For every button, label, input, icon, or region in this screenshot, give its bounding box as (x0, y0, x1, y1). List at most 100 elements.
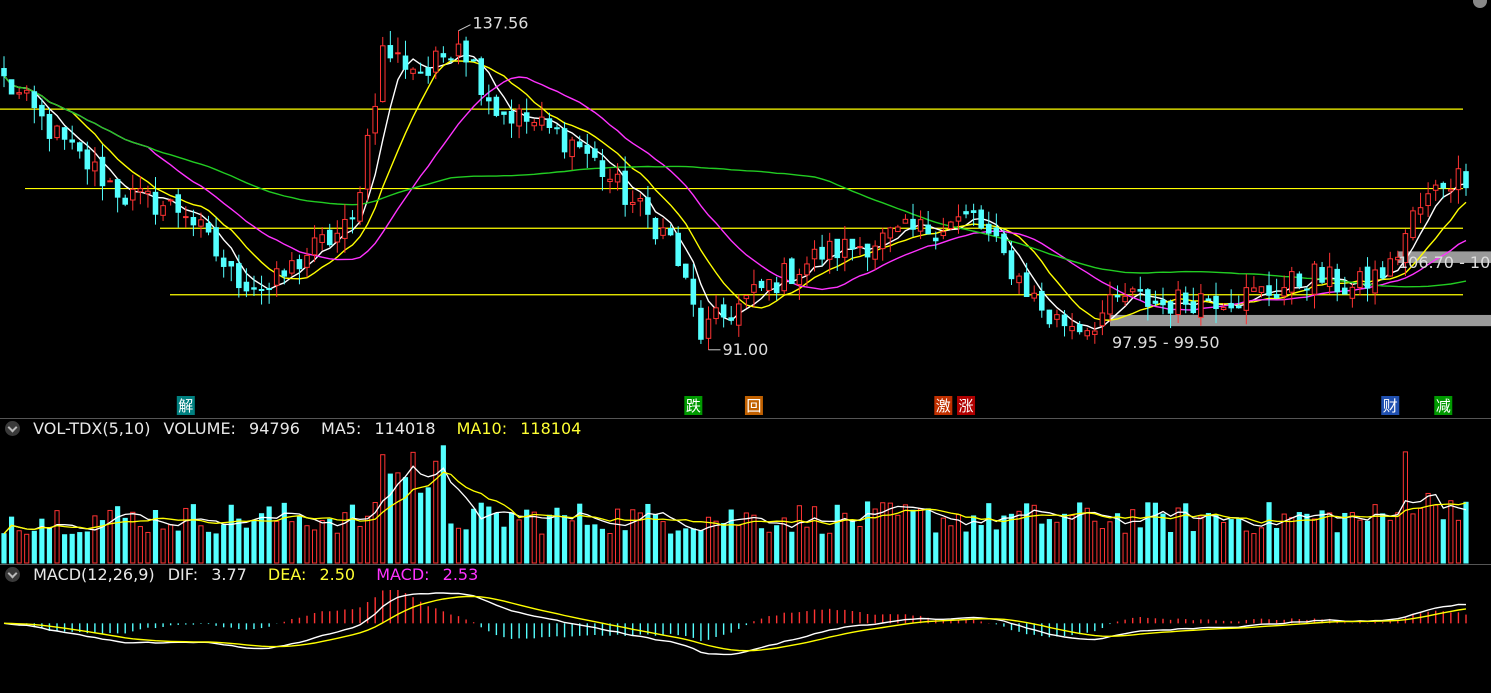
volume-bar[interactable] (645, 503, 651, 564)
volume-bar[interactable] (1046, 519, 1052, 564)
volume-bar[interactable] (819, 533, 825, 564)
candle[interactable] (713, 307, 719, 320)
volume-bar[interactable] (743, 512, 749, 564)
volume-bar[interactable] (630, 509, 636, 564)
volume-bar[interactable] (1311, 518, 1318, 564)
candle[interactable] (1288, 271, 1295, 293)
volume-bar[interactable] (690, 528, 696, 564)
candle[interactable] (1425, 193, 1431, 207)
volume-bar[interactable] (857, 525, 863, 564)
candle[interactable] (372, 105, 378, 134)
candle[interactable] (1372, 269, 1378, 294)
candle[interactable] (1213, 295, 1219, 310)
candle[interactable] (781, 263, 788, 292)
candle[interactable] (433, 50, 439, 73)
candle[interactable] (1152, 300, 1159, 304)
volume-bar[interactable] (1243, 530, 1249, 564)
volume-bar[interactable] (236, 518, 242, 564)
candle[interactable] (342, 218, 348, 239)
candle[interactable] (728, 317, 734, 321)
volume-bar[interactable] (607, 532, 613, 564)
candle[interactable] (84, 149, 91, 170)
volume-bar[interactable] (804, 526, 810, 564)
candle[interactable] (842, 238, 848, 258)
candle[interactable] (152, 191, 159, 215)
volume-bar[interactable] (289, 521, 295, 564)
volume-bar[interactable] (971, 515, 977, 564)
candle[interactable] (652, 217, 659, 240)
volume-bar[interactable] (1001, 515, 1007, 564)
volume-bar[interactable] (1145, 502, 1151, 564)
volume-bar[interactable] (834, 504, 840, 564)
candle[interactable] (1137, 289, 1144, 292)
volume-bar[interactable] (99, 520, 106, 564)
volume-bar[interactable] (569, 520, 575, 564)
candle[interactable] (1016, 275, 1022, 284)
candle[interactable] (637, 197, 644, 202)
volume-bar[interactable] (554, 507, 560, 564)
event-marker[interactable] (684, 396, 703, 415)
event-marker[interactable] (176, 396, 195, 415)
candle[interactable] (213, 227, 219, 257)
candle[interactable] (887, 227, 894, 239)
volume-bar[interactable] (1417, 507, 1424, 564)
volume-bar[interactable] (198, 525, 204, 564)
volume-bar[interactable] (1357, 519, 1363, 564)
candle[interactable] (357, 192, 363, 222)
volume-bar[interactable] (115, 506, 121, 564)
candle[interactable] (1334, 268, 1340, 293)
volume-bar[interactable] (1122, 532, 1128, 564)
candle[interactable] (137, 188, 144, 193)
candle[interactable] (1417, 207, 1424, 215)
candle[interactable] (682, 263, 689, 278)
candle[interactable] (1440, 182, 1447, 189)
candle[interactable] (440, 53, 447, 58)
candle[interactable] (130, 188, 136, 201)
volume-bar[interactable] (39, 518, 45, 564)
volume-bar[interactable] (62, 534, 68, 564)
candle[interactable] (99, 156, 106, 187)
volume-bar[interactable] (1130, 509, 1136, 564)
candle[interactable] (554, 127, 560, 130)
candle[interactable] (508, 111, 515, 124)
candle[interactable] (1061, 314, 1068, 327)
volume-bar[interactable] (1296, 512, 1302, 564)
candle[interactable] (281, 270, 288, 277)
volume-bar[interactable] (77, 532, 83, 564)
volume-bar[interactable] (1372, 504, 1378, 564)
candle[interactable] (758, 280, 765, 289)
volume-bar[interactable] (577, 503, 583, 564)
candle[interactable] (349, 217, 356, 220)
volume-bar[interactable] (8, 516, 15, 564)
volume-bar[interactable] (402, 477, 409, 564)
candle[interactable] (273, 268, 280, 286)
volume-bar[interactable] (584, 524, 590, 564)
candle[interactable] (599, 160, 606, 178)
volume-bar[interactable] (1364, 520, 1371, 564)
volume-bar[interactable] (1061, 513, 1068, 564)
candle[interactable] (1326, 266, 1333, 288)
volume-bar[interactable] (251, 520, 257, 564)
candle[interactable] (334, 232, 341, 243)
candle[interactable] (1039, 290, 1045, 311)
candle[interactable] (736, 303, 742, 326)
volume-bar[interactable] (1221, 522, 1227, 564)
volume-bar[interactable] (774, 525, 780, 564)
candle[interactable] (1402, 233, 1409, 264)
candle[interactable] (1311, 263, 1318, 295)
volume-bar[interactable] (1281, 513, 1287, 564)
volume-bar[interactable] (1289, 516, 1295, 564)
volume-bar[interactable] (1039, 523, 1045, 564)
candle[interactable] (1160, 299, 1166, 306)
candle[interactable] (501, 111, 507, 115)
volume-bar[interactable] (811, 506, 818, 564)
volume-bar[interactable] (213, 533, 219, 564)
candle[interactable] (493, 96, 500, 116)
candle[interactable] (629, 201, 636, 205)
candle[interactable] (145, 190, 151, 195)
volume-bar[interactable] (721, 523, 727, 564)
candle[interactable] (205, 222, 212, 233)
candle[interactable] (1076, 324, 1083, 333)
candle[interactable] (1069, 325, 1075, 332)
candle[interactable] (940, 231, 947, 237)
